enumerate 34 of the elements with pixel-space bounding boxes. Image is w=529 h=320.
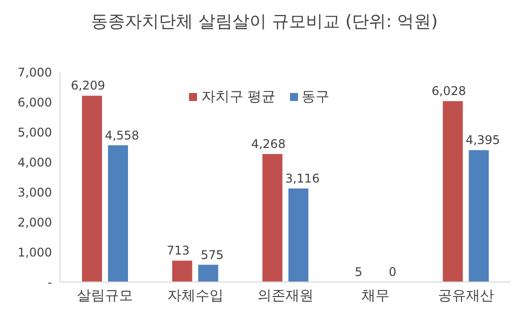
data-label: 4,395 — [466, 133, 500, 148]
data-label: 575 — [200, 248, 224, 262]
bar — [262, 154, 282, 282]
x-tick-label: 의존재원 — [258, 288, 314, 304]
y-tick-label: 4,000 — [18, 155, 52, 170]
x-tick-label: 채무 — [362, 288, 390, 304]
y-tick-label: 5,000 — [18, 125, 52, 140]
data-label: 4,268 — [251, 136, 286, 151]
x-tick-label: 자체수입 — [167, 288, 224, 304]
legend-label: 동구 — [300, 88, 330, 106]
bar — [442, 101, 463, 282]
bar — [82, 96, 102, 282]
bar — [288, 188, 308, 282]
data-label: 0 — [388, 264, 396, 279]
data-label: 5 — [354, 264, 362, 279]
x-tick-label: 공유재산 — [438, 288, 494, 304]
bar — [172, 260, 192, 282]
data-label: 6,028 — [432, 84, 466, 98]
data-label: 713 — [166, 244, 190, 258]
y-tick-label: - — [48, 275, 52, 290]
y-tick-label: 3,000 — [18, 185, 52, 200]
x-tick-label: 살림규모 — [77, 288, 134, 304]
data-label: 3,116 — [285, 172, 320, 186]
y-tick-label: 6,000 — [18, 95, 52, 110]
y-tick-label: 2,000 — [18, 215, 52, 230]
bar — [198, 264, 218, 282]
chart-title: 동종자치단체 살림살이 규모비교 (단위: 억원) — [90, 11, 439, 34]
y-tick-label: 1,000 — [18, 245, 52, 260]
legend-label: 자치구 평균 — [200, 88, 276, 106]
y-tick-label: 7,000 — [18, 65, 52, 80]
bar — [468, 150, 489, 282]
data-label: 6,209 — [70, 78, 106, 93]
bar — [108, 145, 128, 282]
data-label: 4,558 — [104, 128, 140, 142]
